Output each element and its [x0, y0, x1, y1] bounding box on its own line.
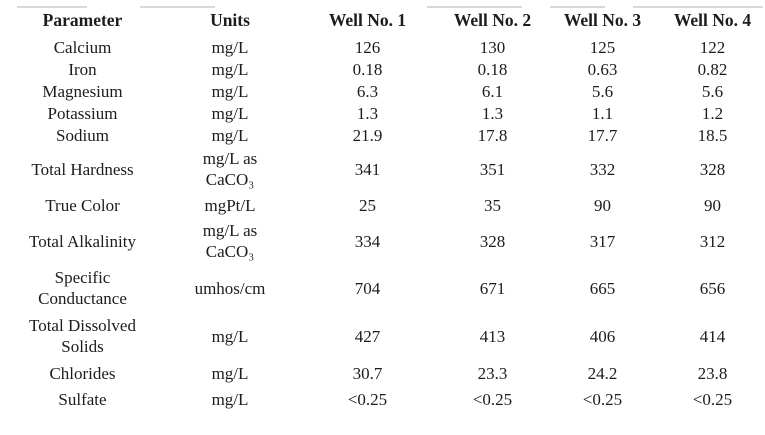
units-cell: mg/L as CaCO₃	[202, 221, 258, 261]
units-cell: mgPt/L	[204, 195, 256, 215]
value-cell: 341	[354, 159, 381, 179]
units-cell: mg/L	[211, 125, 249, 145]
table-row-total-alkalinity: Total Alkalinity mg/L as CaCO₃ 334 328 3…	[0, 218, 765, 264]
value-cell: 1.1	[591, 103, 614, 123]
value-cell: 90	[704, 195, 721, 215]
value-cell: 328	[479, 231, 506, 251]
parameter-cell: Sulfate	[58, 389, 107, 409]
cropped-text-artifact	[550, 6, 605, 8]
column-header-well-4: Well No. 4	[673, 10, 752, 30]
parameter-cell: Chlorides	[49, 363, 116, 383]
value-cell: 671	[479, 278, 506, 298]
value-cell: 130	[479, 37, 506, 57]
parameter-cell: Specific Conductance	[38, 268, 127, 308]
column-header-parameter: Parameter	[42, 10, 123, 30]
value-cell: 6.1	[481, 81, 504, 101]
value-cell: 23.3	[477, 363, 508, 383]
value-cell: 0.18	[352, 59, 383, 79]
value-cell: 25	[359, 195, 376, 215]
units-cell: mg/L as CaCO₃	[202, 149, 258, 189]
cropped-text-artifact	[17, 6, 87, 8]
value-cell: 704	[354, 278, 381, 298]
value-cell: 0.82	[697, 59, 728, 79]
value-cell: 0.63	[587, 59, 618, 79]
value-cell: 24.2	[587, 363, 618, 383]
parameter-cell: Magnesium	[42, 81, 123, 101]
value-cell: 35	[484, 195, 501, 215]
value-cell: 30.7	[352, 363, 383, 383]
units-cell: mg/L	[211, 389, 249, 409]
value-cell: 17.8	[477, 125, 508, 145]
value-cell: 1.2	[701, 103, 724, 123]
cropped-text-artifact	[140, 6, 215, 8]
value-cell: 18.5	[697, 125, 728, 145]
units-cell: mg/L	[211, 37, 249, 57]
parameter-cell: Iron	[68, 59, 97, 79]
value-cell: <0.25	[472, 389, 513, 409]
header-row: Parameter Units Well No. 1 Well No. 2 We…	[0, 5, 765, 36]
value-cell: 332	[589, 159, 616, 179]
value-cell: 413	[479, 326, 506, 346]
value-cell: 126	[354, 37, 381, 57]
table-row-specific-conductance: Specific Conductance umhos/cm 704 671 66…	[0, 264, 765, 312]
table-row-sodium: Sodium mg/L 21.9 17.8 17.7 18.5	[0, 124, 765, 146]
column-header-well-1: Well No. 1	[328, 10, 407, 30]
water-quality-table: Parameter Units Well No. 1 Well No. 2 We…	[0, 5, 765, 412]
table-row-true-color: True Color mgPt/L 25 35 90 90	[0, 192, 765, 218]
value-cell: <0.25	[582, 389, 623, 409]
value-cell: 427	[354, 326, 381, 346]
value-cell: 312	[699, 231, 726, 251]
value-cell: 5.6	[591, 81, 614, 101]
table-row-total-hardness: Total Hardness mg/L as CaCO₃ 341 351 332…	[0, 146, 765, 192]
column-header-well-2: Well No. 2	[453, 10, 532, 30]
parameter-cell: Potassium	[47, 103, 118, 123]
table-row-total-dissolved-solids: Total Dissolved Solids mg/L 427 413 406 …	[0, 312, 765, 360]
units-cell: mg/L	[211, 103, 249, 123]
units-cell: umhos/cm	[194, 278, 266, 298]
units-cell: mg/L	[211, 81, 249, 101]
parameter-cell: Sodium	[56, 125, 109, 145]
value-cell: 23.8	[697, 363, 728, 383]
value-cell: 122	[699, 37, 726, 57]
parameter-cell: True Color	[45, 195, 120, 215]
value-cell: 317	[589, 231, 616, 251]
parameter-cell: Calcium	[53, 37, 112, 57]
value-cell: 90	[594, 195, 611, 215]
value-cell: 351	[479, 159, 506, 179]
units-cell: mg/L	[211, 59, 249, 79]
value-cell: 414	[699, 326, 726, 346]
value-cell: <0.25	[347, 389, 388, 409]
table-row-sulfate: Sulfate mg/L <0.25 <0.25 <0.25 <0.25	[0, 386, 765, 412]
table-row-potassium: Potassium mg/L 1.3 1.3 1.1 1.2	[0, 102, 765, 124]
column-header-well-3: Well No. 3	[563, 10, 642, 30]
table-row-chlorides: Chlorides mg/L 30.7 23.3 24.2 23.8	[0, 360, 765, 386]
value-cell: 125	[589, 37, 616, 57]
value-cell: 665	[589, 278, 616, 298]
units-cell: mg/L	[211, 326, 249, 346]
table-row-iron: Iron mg/L 0.18 0.18 0.63 0.82	[0, 58, 765, 80]
value-cell: 5.6	[701, 81, 724, 101]
parameter-cell: Total Dissolved Solids	[29, 316, 136, 356]
value-cell: 334	[354, 231, 381, 251]
value-cell: 17.7	[587, 125, 618, 145]
column-header-units: Units	[210, 10, 250, 30]
value-cell: 406	[589, 326, 616, 346]
value-cell: 0.18	[477, 59, 508, 79]
table-row-calcium: Calcium mg/L 126 130 125 122	[0, 36, 765, 58]
value-cell: 1.3	[356, 103, 379, 123]
value-cell: 1.3	[481, 103, 504, 123]
cropped-text-artifact	[633, 6, 763, 8]
units-cell: mg/L	[211, 363, 249, 383]
parameter-cell: Total Alkalinity	[29, 231, 136, 251]
value-cell: 6.3	[356, 81, 379, 101]
value-cell: <0.25	[692, 389, 733, 409]
parameter-cell: Total Hardness	[31, 159, 134, 179]
value-cell: 656	[699, 278, 726, 298]
cropped-text-artifact	[427, 6, 522, 8]
table-row-magnesium: Magnesium mg/L 6.3 6.1 5.6 5.6	[0, 80, 765, 102]
value-cell: 328	[699, 159, 726, 179]
value-cell: 21.9	[352, 125, 383, 145]
